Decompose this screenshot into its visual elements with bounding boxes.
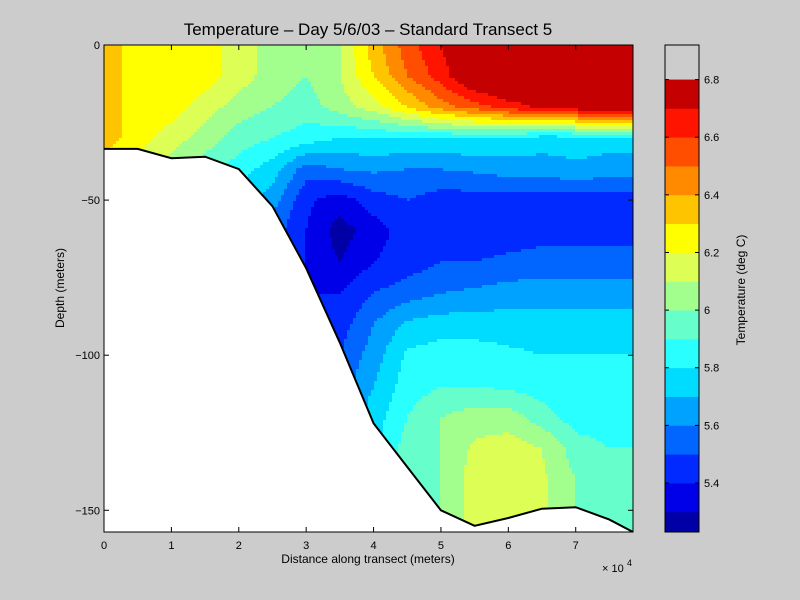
y-axis-label: Depth (meters) <box>53 248 67 328</box>
colorbar-band <box>665 252 699 281</box>
colorbar-band <box>665 425 699 454</box>
colorbar-band <box>665 310 699 339</box>
y-tick-label: −150 <box>75 505 100 517</box>
colorbar-tick-label: 5.8 <box>704 363 719 375</box>
x-tick-label: 4 <box>370 540 376 552</box>
colorbar-tick-label: 5.4 <box>704 478 719 490</box>
y-tick-label: −50 <box>81 195 100 207</box>
colorbar-band <box>665 137 699 166</box>
x-axis-multiplier: × 10 4 <box>602 558 632 575</box>
colorbar-band <box>665 80 699 109</box>
colorbar-tick-label: 6.8 <box>704 75 719 87</box>
colorbar-band <box>665 368 699 397</box>
x-tick-label: 3 <box>303 540 309 552</box>
x-tick-label: 1 <box>168 540 174 552</box>
colorbar-tick-label: 6.2 <box>704 247 719 259</box>
colorbar-band <box>665 108 699 137</box>
colorbar-band <box>665 339 699 368</box>
colorbar-band <box>665 166 699 195</box>
colorbar-label: Temperature (deg C) <box>734 235 748 346</box>
x-tick-label: 6 <box>505 540 511 552</box>
colorbar-band <box>665 281 699 310</box>
colorbar-tick-label: 5.6 <box>704 420 719 432</box>
x-tick-label: 7 <box>573 540 579 552</box>
y-tick-label: 0 <box>94 40 100 52</box>
colorbar-band <box>665 195 699 224</box>
x-axis-multiplier-base: × 10 <box>602 563 624 575</box>
colorbar-tick-label: 6.6 <box>704 132 719 144</box>
x-tick-label: 5 <box>438 540 444 552</box>
colorbar-tick-label: 6 <box>704 305 710 317</box>
x-tick-label: 0 <box>101 540 107 552</box>
y-tick-label: −100 <box>75 350 100 362</box>
chart-title: Temperature – Day 5/6/03 – Standard Tran… <box>184 20 553 39</box>
colorbar <box>665 80 699 533</box>
colorbar-band <box>665 454 699 483</box>
x-tick-label: 2 <box>236 540 242 552</box>
x-axis-label: Distance along transect (meters) <box>281 552 454 566</box>
colorbar-tick-label: 6.4 <box>704 190 719 202</box>
colorbar-band <box>665 483 699 512</box>
colorbar-band <box>665 224 699 253</box>
colorbar-band <box>665 397 699 426</box>
x-axis-multiplier-exponent: 4 <box>627 558 632 568</box>
colorbar-band <box>665 512 699 533</box>
